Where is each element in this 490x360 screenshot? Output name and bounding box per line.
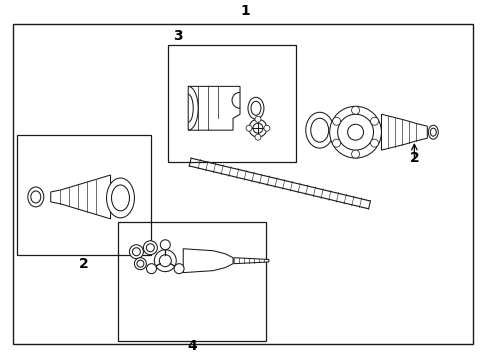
Bar <box>168 45 296 162</box>
Text: 2: 2 <box>410 151 419 165</box>
Circle shape <box>347 124 364 140</box>
Polygon shape <box>382 114 427 150</box>
Circle shape <box>255 116 261 122</box>
Circle shape <box>370 117 379 125</box>
Circle shape <box>147 264 156 274</box>
Ellipse shape <box>311 118 329 142</box>
Circle shape <box>255 134 261 140</box>
Polygon shape <box>234 258 269 264</box>
Ellipse shape <box>132 248 141 256</box>
Ellipse shape <box>137 260 144 267</box>
Ellipse shape <box>106 178 134 218</box>
Ellipse shape <box>147 244 154 252</box>
Circle shape <box>333 139 341 147</box>
Circle shape <box>330 106 382 158</box>
Ellipse shape <box>428 125 438 139</box>
Ellipse shape <box>134 258 147 270</box>
Text: 3: 3 <box>173 28 183 42</box>
Ellipse shape <box>251 101 261 115</box>
Circle shape <box>352 150 360 158</box>
Bar <box>119 222 266 341</box>
Polygon shape <box>51 175 111 219</box>
Bar <box>13 24 473 345</box>
Circle shape <box>246 125 252 131</box>
Text: 2: 2 <box>79 257 89 271</box>
Text: 1: 1 <box>240 4 250 18</box>
Circle shape <box>333 117 341 125</box>
Ellipse shape <box>112 185 129 211</box>
Circle shape <box>253 123 263 133</box>
Ellipse shape <box>430 128 436 136</box>
Ellipse shape <box>306 112 334 148</box>
Circle shape <box>352 106 360 114</box>
Circle shape <box>249 119 267 137</box>
Circle shape <box>174 264 184 274</box>
Ellipse shape <box>28 187 44 207</box>
Bar <box>17 135 151 255</box>
Ellipse shape <box>248 97 264 119</box>
Text: 4: 4 <box>187 339 197 354</box>
Polygon shape <box>183 249 233 273</box>
Circle shape <box>154 250 176 272</box>
Circle shape <box>338 114 373 150</box>
Circle shape <box>370 139 379 147</box>
Circle shape <box>160 240 171 250</box>
Ellipse shape <box>31 191 41 203</box>
Circle shape <box>159 255 171 267</box>
Ellipse shape <box>144 241 157 255</box>
Ellipse shape <box>129 245 144 259</box>
Polygon shape <box>188 86 240 130</box>
Circle shape <box>264 125 270 131</box>
